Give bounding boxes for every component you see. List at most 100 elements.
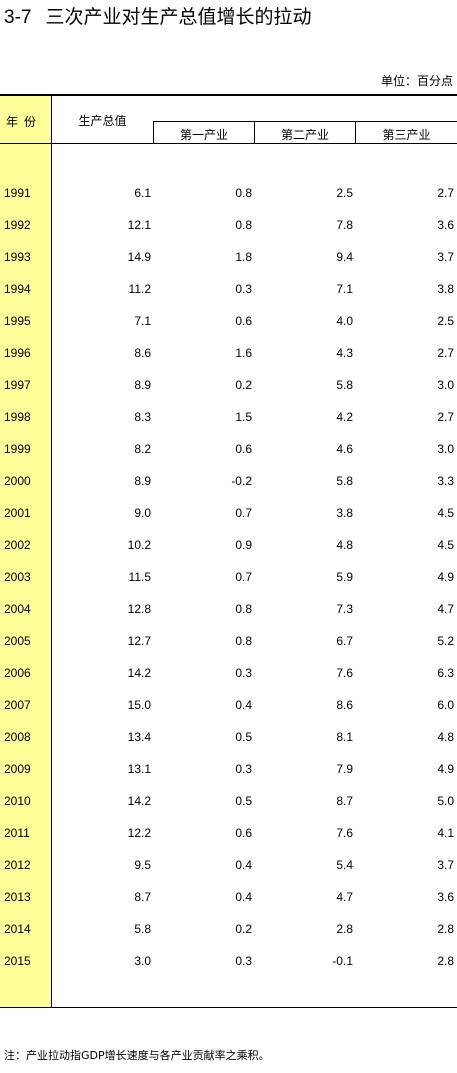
table-row: 2010 14.2 0.5 8.7 5.0 [0,791,457,811]
gdp-cell: 11.5 [128,570,151,584]
table-row: 2003 11.5 0.7 5.9 4.9 [0,567,457,587]
tertiary-cell: 4.7 [437,602,454,616]
tertiary-cell: 3.7 [437,858,454,872]
table-number: 3-7 [4,7,32,28]
table-row: 1995 7.1 0.6 4.0 2.5 [0,311,457,331]
gdp-cell: 14.2 [127,794,151,808]
gdp-cell: 8.3 [134,410,151,424]
tertiary-cell: 3.0 [437,378,454,392]
primary-cell: 1.8 [235,250,252,264]
table-row: 2005 12.7 0.8 6.7 5.2 [0,631,457,651]
tertiary-cell: 3.8 [437,282,454,296]
table-row: 1993 14.9 1.8 9.4 3.7 [0,247,457,267]
tertiary-cell: 2.5 [437,314,454,328]
secondary-cell: 7.8 [336,218,353,232]
year-cell: 1991 [4,186,31,200]
year-cell: 2009 [4,762,31,776]
year-cell: 2006 [4,666,31,680]
tertiary-cell: 2.7 [437,410,454,424]
secondary-cell: 7.6 [336,826,353,840]
year-cell: 2015 [4,954,31,968]
tertiary-cell: 6.0 [437,698,454,712]
secondary-cell: 7.9 [336,762,353,776]
gdp-cell: 13.4 [127,730,151,744]
gdp-cell: 10.2 [127,538,151,552]
primary-cell: -0.2 [231,474,252,488]
gdp-cell: 12.8 [127,602,151,616]
secondary-cell: 4.3 [336,346,353,360]
gdp-cell: 9.5 [134,858,151,872]
secondary-cell: -0.1 [332,954,353,968]
header-primary: 第一产业 [179,128,228,142]
table-row: 2002 10.2 0.9 4.8 4.5 [0,535,457,555]
year-cell: 1995 [4,314,31,328]
tertiary-cell: 3.3 [437,474,454,488]
year-cell: 2003 [4,570,31,584]
table-title: 三次产业对生产总值增长的拉动 [45,6,312,28]
primary-cell: 0.6 [235,442,252,456]
secondary-cell: 7.3 [336,602,353,616]
secondary-cell: 2.5 [336,186,353,200]
primary-cell: 0.2 [235,378,252,392]
secondary-cell: 4.7 [336,890,353,904]
year-cell: 2010 [4,794,31,808]
table-row: 1991 6.1 0.8 2.5 2.7 [0,183,457,203]
primary-cell: 1.6 [235,346,252,360]
primary-cell: 0.3 [235,762,252,776]
year-column-highlight [0,96,52,1007]
tertiary-cell: 3.6 [437,890,454,904]
gdp-cell: 9.0 [134,506,151,520]
primary-cell: 0.4 [235,890,252,904]
year-cell: 2011 [4,826,30,840]
tertiary-cell: 5.2 [437,634,454,648]
gdp-cell: 11.2 [128,282,151,296]
year-cell: 1996 [4,346,31,360]
gdp-cell: 15.0 [127,698,151,712]
header-bottom-rule [0,143,457,144]
secondary-cell: 5.8 [336,474,353,488]
primary-cell: 0.4 [235,858,252,872]
header-year: 年份 [6,115,43,129]
tertiary-cell: 4.9 [437,570,454,584]
primary-cell: 0.6 [235,314,252,328]
gdp-cell: 8.2 [134,442,151,456]
gdp-cell: 13.1 [127,762,151,776]
secondary-cell: 7.1 [336,282,353,296]
header-separator [355,121,356,143]
year-cell: 1994 [4,282,31,296]
secondary-cell: 5.9 [336,570,353,584]
primary-cell: 0.6 [235,826,252,840]
secondary-cell: 5.4 [336,858,353,872]
primary-cell: 0.8 [235,186,252,200]
primary-cell: 1.5 [235,410,252,424]
gdp-cell: 14.9 [127,250,151,264]
primary-cell: 0.5 [235,730,252,744]
tertiary-cell: 3.6 [437,218,454,232]
tertiary-cell: 4.9 [437,762,454,776]
primary-cell: 0.7 [235,570,252,584]
secondary-cell: 4.8 [336,538,353,552]
primary-cell: 0.5 [235,794,252,808]
tertiary-cell: 3.0 [437,442,454,456]
year-cell: 2002 [4,538,31,552]
gdp-cell: 8.6 [134,346,151,360]
table-row: 1998 8.3 1.5 4.2 2.7 [0,407,457,427]
header-divider [153,121,457,122]
gdp-cell: 8.9 [134,474,151,488]
secondary-cell: 4.0 [336,314,353,328]
header-gdp: 生产总值 [78,114,127,128]
table-row: 2013 8.7 0.4 4.7 3.6 [0,887,457,907]
year-cell: 2004 [4,602,31,616]
year-cell: 2013 [4,890,31,904]
secondary-cell: 2.8 [336,922,353,936]
primary-cell: 0.8 [235,634,252,648]
table-row: 2008 13.4 0.5 8.1 4.8 [0,727,457,747]
secondary-cell: 4.6 [336,442,353,456]
gdp-cell: 5.8 [134,922,151,936]
header-secondary: 第二产业 [280,128,329,142]
year-cell: 2012 [4,858,31,872]
year-cell: 1993 [4,250,31,264]
table-row: 2009 13.1 0.3 7.9 4.9 [0,759,457,779]
primary-cell: 0.3 [235,666,252,680]
gdp-cell: 14.2 [127,666,151,680]
